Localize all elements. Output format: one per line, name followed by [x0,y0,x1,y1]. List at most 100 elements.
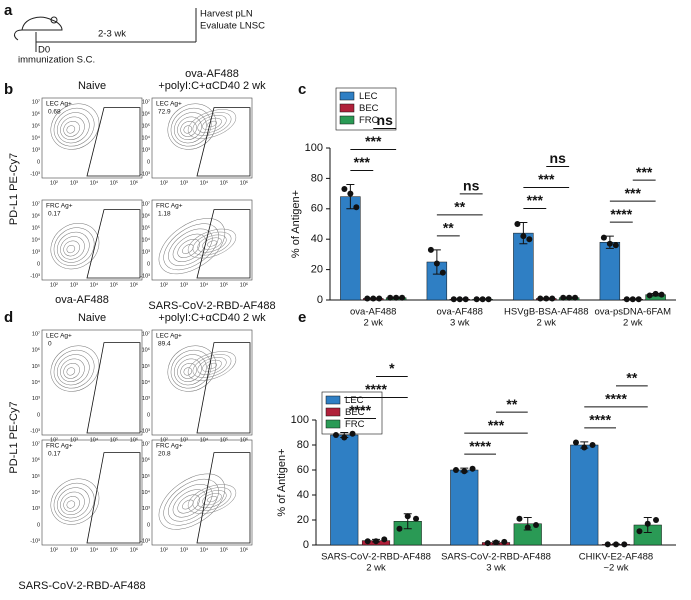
contour [192,487,232,511]
data-point [462,296,469,303]
flow-x-tick-label: 10³ [180,437,188,443]
flow-y-tick-label: 10³ [142,147,150,153]
panel-label: e [298,309,306,326]
data-point [621,541,628,548]
x-tick-label: SARS-CoV-2-RBD-AF488 [321,552,431,563]
flow-y-tick-label: 0 [37,522,40,528]
contour [56,354,90,386]
gate-value: 0.17 [48,451,61,458]
data-point [644,520,651,527]
contour [177,238,200,258]
flow-y-tick-label: 10⁴ [142,379,151,386]
x-tick-label: ova-psDNA-6FAM [594,307,671,318]
data-point [612,242,619,249]
data-point [332,432,339,438]
contour [197,115,227,133]
flow-y-tick-label: 10⁵ [32,473,40,480]
flow-y-tick-label: 10⁶ [142,347,150,354]
flow-y-tick-label: 10⁴ [32,489,41,496]
significance-label: ** [443,220,454,236]
gate-label: LEC Ag+ [46,101,72,108]
flow-y-tick-label: 0 [147,522,150,528]
flow-y-tick-label: 10⁵ [32,122,40,129]
contour [66,367,76,376]
data-point [439,269,446,276]
data-point [450,296,457,303]
data-point [485,296,492,303]
flow-y-tick-label: 10⁶ [142,212,150,219]
error-bar [519,221,528,245]
bar [599,241,621,301]
data-point [646,292,653,299]
flow-plot-frame [151,329,253,436]
contour [163,223,219,271]
data-point [520,233,527,240]
legend-swatch [339,91,355,101]
significance-label: *** [365,133,382,149]
gate-value: 89.4 [158,341,171,348]
x-tick-label: 2 wk [366,563,386,574]
flow-y-tick-label: 10⁴ [32,236,41,243]
gate-label: FRC Ag+ [156,443,183,450]
gate [86,209,141,279]
flow-x-tick-label: 10⁴ [90,281,99,288]
significance-label: **** [589,412,611,428]
contour [177,358,202,382]
data-point [493,539,499,546]
contour [163,478,219,526]
flow-y-tick-label: 10³ [32,249,40,255]
schematic-label: immunization S.C. [18,55,95,66]
significance-label: ns [377,112,394,128]
legend-label: LEC [359,91,378,102]
x-tick-label: ~2 wk [603,563,628,574]
data-point [427,246,434,253]
contour [168,228,213,267]
flow-plot-frame [151,97,253,179]
data-point [635,296,642,303]
contour [197,234,227,253]
significance-label: *** [488,417,505,433]
legend-label: BEC [359,103,379,114]
x-tick-label: HSVgB-BSA-AF488 [504,307,588,318]
contour [192,354,232,378]
x-tick-label: CHIKV-E2-AF488 [579,552,653,563]
data-point [469,465,476,472]
flow-x-tick-label: 10³ [70,282,78,288]
flow-y-tick-label: 10⁴ [142,236,151,243]
flow-y-tick-label: 0 [37,412,40,418]
data-point [349,430,356,437]
flow-y-tick-label: 10⁶ [32,212,40,219]
flow-axis-title: PD-L1 PE-Cy7 [8,153,20,225]
contour [202,237,222,250]
flow-y-tick-label: 10³ [142,506,150,512]
flow-x-tick-label: 10⁵ [110,179,118,186]
x-tick-label: ova-AF488 [350,307,396,318]
flow-y-tick-label: 10⁶ [32,457,40,464]
gate [86,452,141,544]
data-point [456,296,463,303]
data-point [658,291,665,298]
data-point [404,513,411,520]
gate-value: 1.18 [158,211,171,218]
data-point [413,515,420,522]
flow-x-tick-label: 10⁵ [220,281,228,288]
gate [196,209,251,279]
data-point [433,260,440,267]
flow-plot-frame [151,199,253,281]
data-point [600,234,607,241]
flow-y-tick-label: 10⁴ [32,134,41,141]
contour [187,351,237,381]
contour [56,487,90,519]
flow-y-tick-label: -10³ [30,538,40,544]
data-point [461,468,468,475]
data-point [381,536,388,543]
contour [53,482,95,522]
data-point [370,295,377,302]
legend-label: LEC [345,395,364,406]
legend-swatch [325,419,341,429]
contour [56,231,90,263]
contour [63,362,80,379]
significance-label: **** [469,438,491,454]
flow-x-tick-label: 10² [50,180,58,186]
